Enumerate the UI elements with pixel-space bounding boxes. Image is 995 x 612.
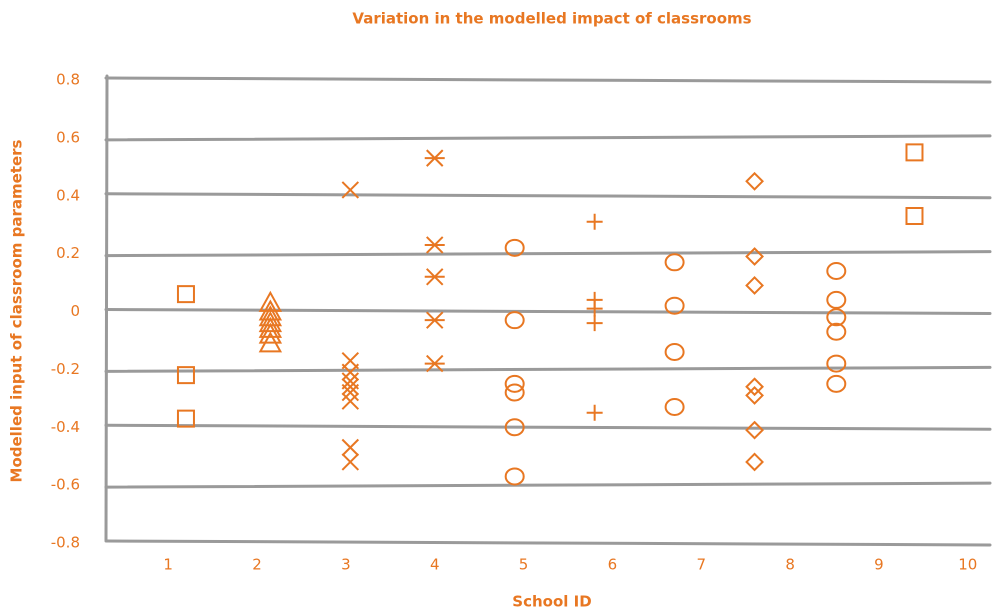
grid-line (104, 308, 992, 315)
point (504, 383, 525, 402)
point (586, 213, 603, 230)
point (826, 290, 847, 309)
point (664, 343, 685, 362)
point (745, 452, 764, 472)
y-tick-label: 0.2 (56, 244, 80, 262)
point (176, 285, 195, 304)
point (826, 354, 847, 373)
y-tick-label: -0.6 (51, 476, 80, 494)
y-tick-label: -0.4 (51, 418, 80, 436)
grid-line (104, 481, 992, 489)
point (504, 238, 525, 257)
y-tick-label: -0.8 (51, 534, 80, 552)
point (258, 311, 283, 333)
point (826, 374, 847, 393)
point (504, 467, 525, 486)
point (176, 366, 195, 385)
point (504, 374, 525, 393)
point (586, 404, 603, 421)
point (745, 247, 764, 266)
y-tick-label: -0.2 (51, 360, 80, 378)
point (826, 308, 847, 327)
point (341, 363, 360, 381)
point (905, 207, 924, 226)
point (905, 143, 924, 162)
x-tick-label: 8 (785, 556, 795, 574)
point (341, 392, 360, 410)
y-tick-label: 0.6 (56, 128, 80, 146)
x-tick-label: 3 (341, 556, 351, 574)
point (424, 149, 445, 167)
point (424, 268, 445, 286)
x-tick-label: 2 (252, 556, 262, 574)
point (341, 438, 360, 457)
point (745, 386, 764, 405)
y-axis-label: Modelled input of classroom parameters (8, 139, 26, 482)
grid-line (104, 76, 992, 84)
point (826, 261, 847, 280)
x-tick-label: 9 (874, 556, 884, 574)
point (586, 315, 603, 332)
y-tick-label: 0 (70, 302, 80, 320)
x-tick-label: 5 (519, 556, 529, 574)
point (586, 300, 603, 317)
y-tick-label: 0.4 (56, 186, 80, 204)
point (504, 418, 525, 437)
grid-line (104, 192, 992, 200)
x-tick-label: 7 (696, 556, 706, 574)
point (258, 331, 283, 353)
point (664, 398, 685, 416)
point (258, 290, 283, 312)
grid-line (104, 539, 992, 547)
grid-line (104, 250, 992, 258)
point (341, 453, 360, 471)
y-axis-line (104, 74, 109, 542)
grid-line (104, 134, 992, 142)
point (664, 296, 685, 315)
grid-line (104, 423, 992, 431)
x-axis-label: School ID (512, 593, 591, 611)
point (341, 181, 360, 199)
chart-title: Variation in the modelled impact of clas… (352, 10, 751, 28)
point (341, 378, 360, 396)
point (258, 322, 283, 344)
point (424, 354, 445, 373)
point (341, 383, 360, 402)
point (176, 409, 195, 428)
x-tick-label: 4 (430, 556, 440, 574)
point (504, 311, 525, 330)
point (745, 171, 764, 191)
x-tick-label: 6 (608, 556, 618, 574)
point (424, 311, 445, 329)
point (745, 276, 764, 295)
y-tick-label: 0.8 (56, 71, 80, 89)
point (745, 377, 764, 397)
point (424, 236, 445, 254)
point (745, 420, 764, 440)
grid-line (104, 365, 992, 373)
point (664, 253, 685, 272)
x-tick-label: 10 (958, 556, 977, 574)
point (826, 322, 847, 341)
point (258, 316, 283, 338)
x-tick-label: 1 (163, 556, 173, 574)
